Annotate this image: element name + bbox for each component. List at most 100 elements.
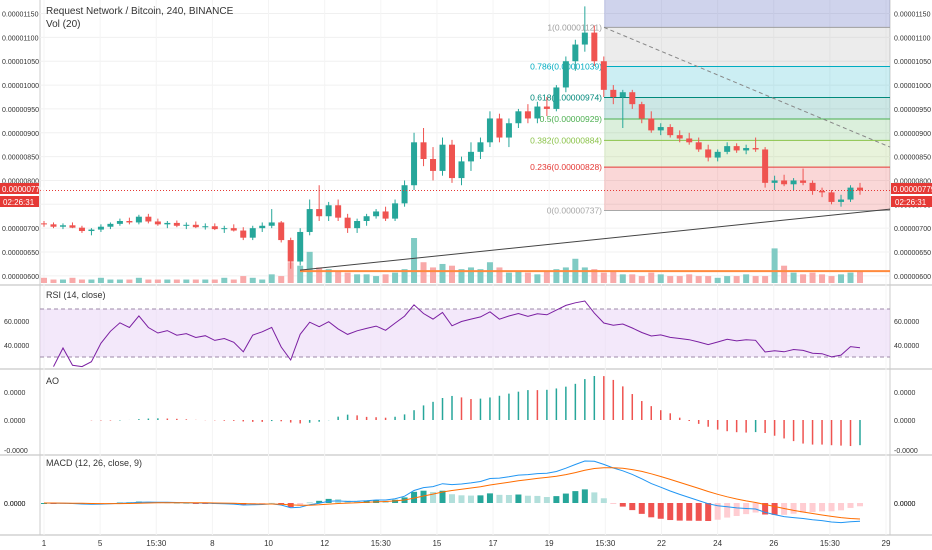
candle-body: [107, 223, 114, 227]
candle-body: [505, 123, 512, 138]
time-tick: 15: [432, 539, 441, 548]
ao-tick-right: 0.0000: [894, 390, 916, 397]
macd-label: MACD (12, 26, close, 9): [46, 458, 142, 468]
volume-bar: [743, 274, 750, 283]
candle-body: [553, 87, 560, 109]
candle-body: [562, 61, 569, 88]
price-tick-left: 0.00000950: [2, 107, 39, 114]
macd-histogram-bar: [278, 503, 285, 505]
candle-body: [306, 209, 313, 232]
volume-bar: [648, 272, 655, 283]
price-tick-left: 0.00001100: [2, 35, 39, 42]
volume-bar: [857, 270, 863, 283]
fib-retracement[interactable]: 1(0.00001121)0.786(0.00001039)0.618(0.00…: [530, 0, 891, 216]
volume-bar: [505, 272, 512, 283]
candle-body: [221, 228, 228, 230]
macd-histogram-bar: [411, 491, 418, 503]
rsi-pane[interactable]: 60.0000 60.0000 40.0000 40.0000: [4, 300, 919, 368]
candle-body: [600, 61, 607, 90]
macd-tick-left: 0.0000: [4, 501, 26, 508]
volume-bar: [325, 269, 332, 283]
candle-body: [619, 92, 626, 97]
ao-tick-right: 0.0000: [894, 418, 916, 425]
last-price-left: 0.00000779: [2, 185, 45, 194]
volume-bar: [411, 238, 418, 283]
countdown-left: 02:26:31: [3, 198, 35, 207]
price-candles[interactable]: [41, 6, 863, 269]
candle-body: [116, 221, 123, 224]
macd-histogram-bar: [259, 503, 266, 504]
volume-bar: [724, 276, 731, 283]
time-tick: 19: [545, 539, 554, 548]
macd-histogram-bar: [306, 502, 313, 504]
ao-tick-left: 0.0000: [4, 390, 26, 397]
macd-histogram-bar: [505, 494, 512, 503]
candle-body: [714, 151, 721, 158]
price-tick-left: 0.00000700: [2, 226, 39, 233]
macd-histogram-bar: [619, 503, 626, 507]
volume-bar: [97, 277, 104, 283]
macd-histogram-bar: [800, 503, 807, 513]
volume-bar: [221, 277, 228, 283]
candle-body: [192, 224, 199, 228]
time-tick: 15:30: [595, 539, 616, 548]
fib-level-label: 1(0.00001121): [547, 22, 602, 32]
volume-bar: [259, 279, 266, 283]
signal-line: [44, 467, 861, 520]
price-tick-right: 0.00001000: [894, 83, 931, 90]
macd-histogram-bar: [847, 503, 854, 508]
candle-body: [354, 221, 361, 229]
price-tick-right: 0.00000900: [894, 131, 931, 138]
candle-body: [638, 104, 645, 119]
rsi-line: [53, 300, 861, 368]
countdown-right: 02:26:31: [895, 198, 927, 207]
candle-body: [676, 135, 683, 139]
candle-body: [534, 106, 541, 119]
macd-histogram-bar: [638, 503, 645, 514]
candle-body: [401, 185, 408, 204]
candle-body: [838, 199, 845, 202]
volume-bar: [183, 279, 190, 283]
candle-body: [657, 127, 664, 131]
time-tick: 17: [489, 539, 498, 548]
price-tick-right: 0.00000650: [894, 250, 931, 257]
volume-bar: [439, 263, 446, 283]
candle-body: [790, 180, 797, 185]
volume-bar: [420, 262, 427, 283]
time-tick: 12: [320, 539, 329, 548]
volume-bar: [354, 274, 361, 283]
candle-body: [173, 222, 180, 226]
candle-body: [183, 224, 190, 226]
grid-lines: [0, 0, 932, 536]
ao-tick-left: -0.0000: [4, 448, 28, 455]
drawings[interactable]: [40, 189, 891, 273]
fib-level-label: 0.382(0.00000884): [530, 135, 602, 145]
candle-body: [392, 203, 399, 219]
ao-tick-left: 0.0000: [4, 418, 26, 425]
candle-body: [449, 144, 455, 179]
volume-bar: [278, 276, 285, 283]
candle-body: [335, 205, 342, 218]
time-tick: 15:30: [146, 539, 167, 548]
macd-histogram-bar: [667, 503, 674, 521]
volume-bar: [145, 279, 152, 283]
macd-histogram-bar: [705, 503, 712, 521]
price-tick-right: 0.00001150: [894, 12, 931, 19]
fib-trend-dashed: [603, 26, 891, 148]
volume-bar: [524, 272, 531, 283]
volume-bar: [316, 267, 323, 283]
volume-bar: [392, 272, 399, 283]
price-tick-left: 0.00000850: [2, 155, 39, 162]
volume-bar: [363, 274, 370, 283]
volume-bar: [430, 267, 437, 283]
candle-body: [316, 209, 323, 217]
volume-bar: [838, 274, 845, 283]
macd-histogram-bar: [430, 491, 437, 503]
macd-pane[interactable]: 0.0000 0.00000.0000 0.0000: [4, 460, 916, 524]
macd-histogram-bar: [316, 500, 323, 503]
macd-histogram-bar: [496, 494, 503, 503]
ao-pane[interactable]: 0.0000 0.0000 0.0000 0.0000 -0.0000 -0.0000: [4, 376, 918, 455]
candle-body: [69, 225, 76, 228]
volume-bar: [819, 274, 826, 283]
